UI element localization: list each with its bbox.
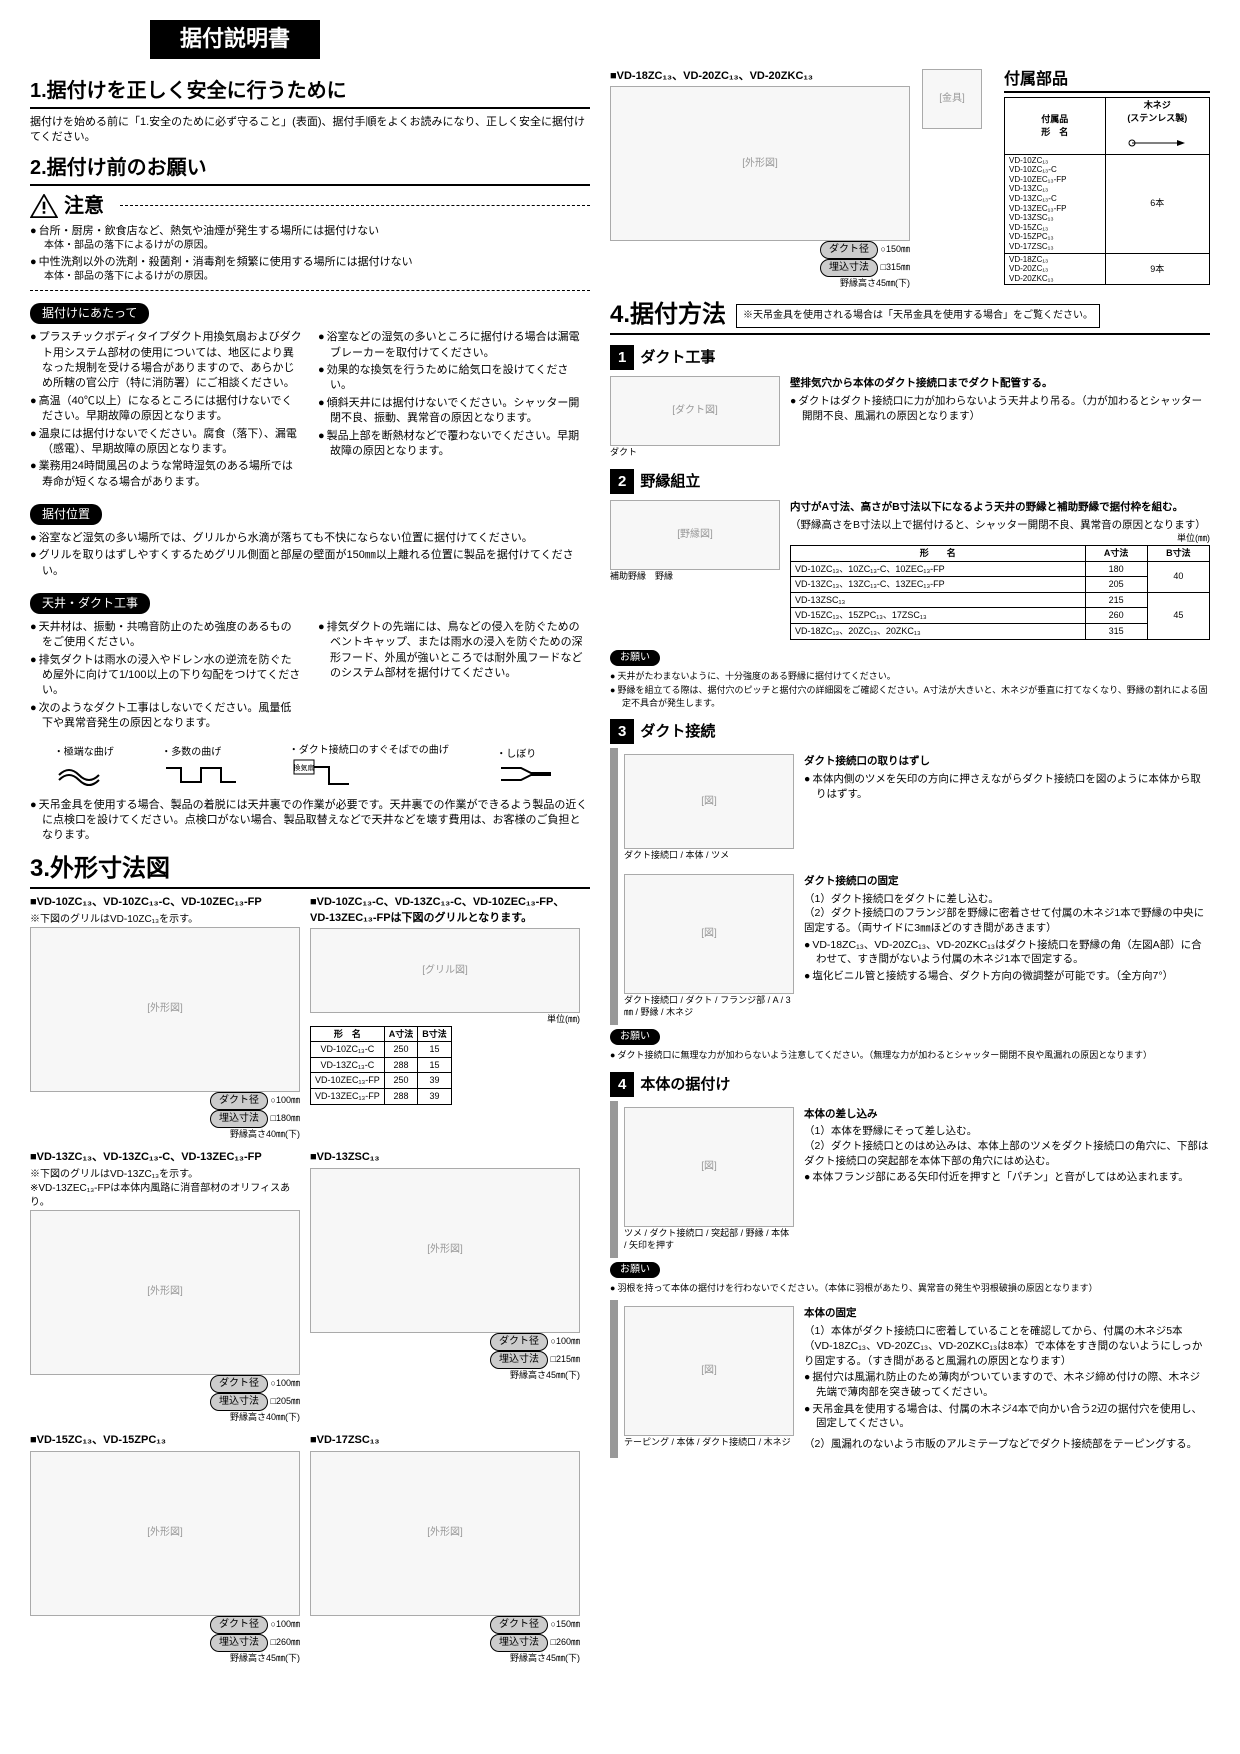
caution-label: 注意	[64, 192, 104, 220]
sec2-title: 2.据付け前のお願い	[30, 154, 590, 186]
caution-list: 台所・厨房・飲食店など、熱気や油煙が発生する場所には据付けない本体・部品の落下に…	[30, 224, 590, 285]
left-column: 1.据付けを正しく安全に行うために 据付けを始める前に「1.安全のために必ず守る…	[30, 69, 590, 1674]
right-column: ■VD-18ZC₁₃、VD-20ZC₁₃、VD-20ZKC₁₃ [外形図] ダク…	[610, 69, 1210, 1674]
dim-table-small: 形 名A寸法B寸法 VD-10ZC₁₃-C25015 VD-13ZC₁₃-C28…	[310, 1026, 452, 1105]
warning-triangle-icon	[30, 194, 58, 218]
parts-title: 付属部品	[1004, 69, 1210, 93]
caution-heading: 注意	[30, 192, 590, 220]
sec4-title: 4.据付方法	[610, 298, 726, 334]
title-bar: 据付説明書	[150, 20, 320, 59]
svg-text:換気扇: 換気扇	[293, 763, 314, 772]
sec1-intro: 据付けを始める前に「1.安全のために必ず守ること」(表面)、据付手順をよくお読み…	[30, 115, 590, 146]
sec3-title: 3.外形寸法図	[30, 852, 590, 890]
sec1-title: 1.据付けを正しく安全に行うために	[30, 77, 590, 109]
bad-duct-examples: ・極端な曲げ ・多数の曲げ ・ダクト接続口のすぐそばでの曲げ 換気扇 ・しぼり	[30, 744, 590, 792]
sub-c-title: 天井・ダクト工事	[30, 593, 150, 614]
parts-table: 付属品 形 名 木ネジ (ステンレス製) VD-10ZC₁₃VD-10ZC₁₃-…	[1004, 97, 1210, 285]
sub-b-title: 据付位置	[30, 504, 102, 525]
sec4-top-note: ※天吊金具を使用される場合は「天吊金具を使用する場合」をご覧ください。	[736, 304, 1100, 328]
sub-a-title: 据付けにあたって	[30, 303, 149, 324]
